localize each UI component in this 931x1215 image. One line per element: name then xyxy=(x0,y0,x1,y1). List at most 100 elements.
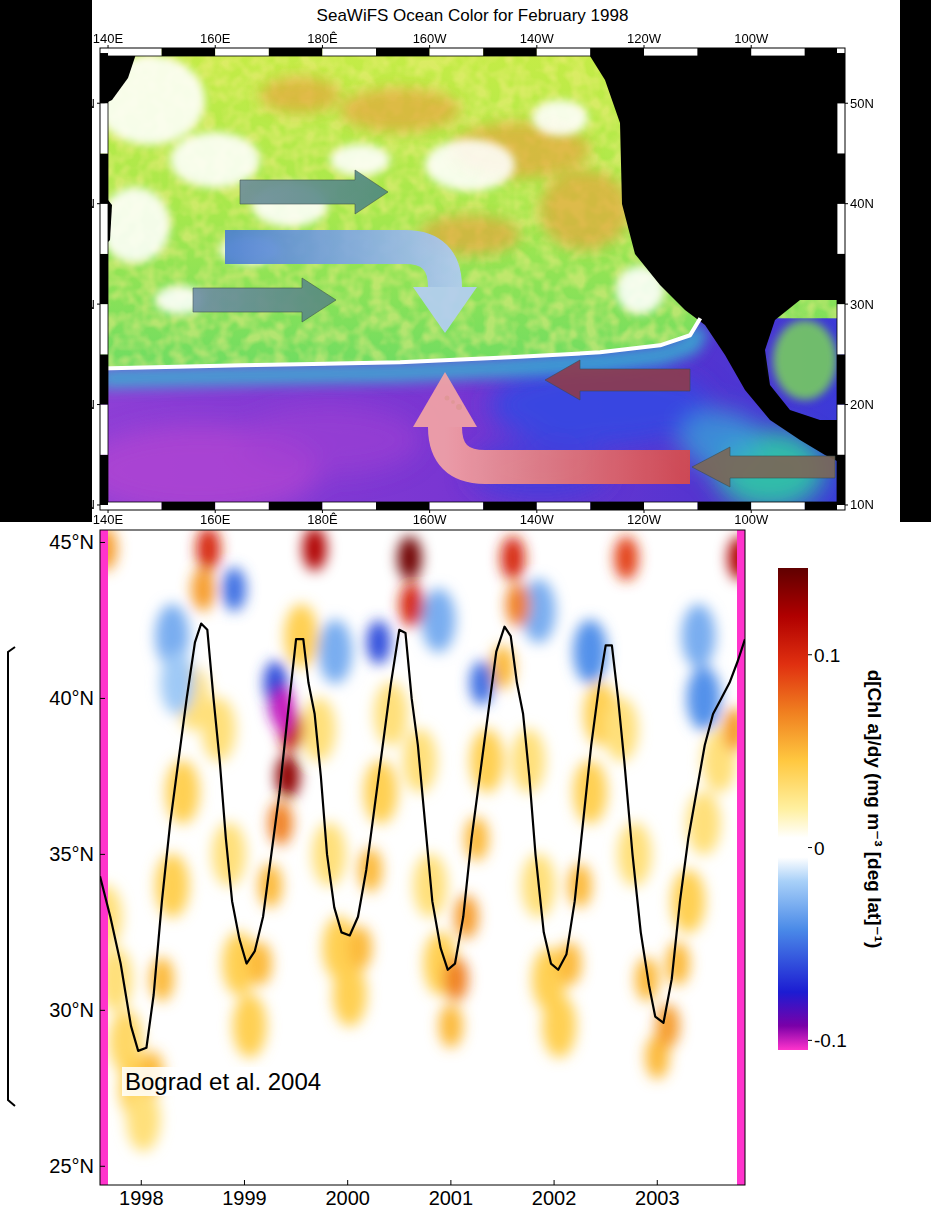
tick-label: 45°N xyxy=(49,531,94,553)
tick-label: 120W xyxy=(627,512,662,527)
frame-segment xyxy=(590,502,644,510)
frame-segment xyxy=(376,48,430,56)
orange-patch xyxy=(340,88,460,132)
tick-label: 40N xyxy=(850,196,874,211)
frame-segment xyxy=(644,48,698,56)
land xyxy=(585,48,845,465)
field-cell xyxy=(318,620,352,684)
annotation: Bograd et al. 2004 xyxy=(125,1068,321,1095)
frame-segment xyxy=(644,502,698,510)
arrows xyxy=(193,170,835,487)
tick xyxy=(100,854,105,855)
annotation-patch xyxy=(122,1067,324,1096)
field-cell xyxy=(542,994,576,1058)
tick-label: 20N xyxy=(71,397,95,412)
cloud xyxy=(170,132,260,188)
field-cell xyxy=(272,689,296,733)
tick-label: 100W xyxy=(734,512,769,527)
tick-label: 2002 xyxy=(532,1187,577,1209)
field-cell xyxy=(682,604,716,668)
frame-segment xyxy=(837,48,845,53)
field-cell xyxy=(269,801,293,845)
frame-segment xyxy=(100,204,108,254)
colorbar-tick-label: -0.1 xyxy=(814,1030,847,1051)
tick-label: 20N xyxy=(850,397,874,412)
frame-segment xyxy=(751,48,805,56)
tick xyxy=(845,404,848,405)
frame-segment xyxy=(537,502,591,510)
frame-segment xyxy=(108,48,162,56)
colorbar-tick-label: 0 xyxy=(814,838,825,859)
clouds xyxy=(100,55,664,314)
frame-segment xyxy=(837,455,845,505)
tick-label: 140W xyxy=(520,512,555,527)
field-cell xyxy=(573,760,607,824)
field-cell xyxy=(454,895,478,939)
tick-label: 140E xyxy=(93,512,124,527)
tick-label: 1999 xyxy=(222,1187,267,1209)
tick-label: 10N xyxy=(71,497,95,512)
arrow xyxy=(445,427,690,467)
tick xyxy=(97,404,100,405)
frame-segment xyxy=(430,502,484,510)
no-data-strip xyxy=(100,530,108,1185)
tick xyxy=(100,698,105,699)
field-cell xyxy=(400,583,424,627)
tick-label: 30N xyxy=(71,297,95,312)
contour-line xyxy=(100,624,745,1051)
tick xyxy=(347,1180,348,1185)
frame-segment xyxy=(215,502,269,510)
frame-segment xyxy=(100,505,108,510)
field-cell xyxy=(374,682,408,746)
frame-segment xyxy=(322,502,376,510)
tick-label: 50N xyxy=(71,96,95,111)
tick xyxy=(450,1180,451,1185)
arrow xyxy=(545,360,690,400)
frame-segment xyxy=(837,254,845,304)
cloud xyxy=(425,139,515,191)
field-cell xyxy=(568,864,592,908)
field-cell xyxy=(191,567,215,611)
field-cell xyxy=(421,588,455,652)
tick-label: 160E xyxy=(200,31,231,46)
frame-segment xyxy=(837,304,845,354)
frame-segment xyxy=(483,48,537,56)
gulf-patch xyxy=(773,320,837,400)
orange-patches xyxy=(260,77,630,255)
arrow xyxy=(240,170,388,214)
field-cell xyxy=(364,760,398,824)
field-cell xyxy=(687,666,721,730)
colorbar-tick xyxy=(808,1040,812,1041)
field-cell xyxy=(233,994,267,1058)
frame-segment xyxy=(837,505,845,510)
frame-segment xyxy=(162,48,216,56)
frame-segment xyxy=(162,502,216,510)
tick-label: 50N xyxy=(850,96,874,111)
tick-label: 2000 xyxy=(325,1187,370,1209)
frame-segment xyxy=(837,103,845,153)
field-cell xyxy=(367,620,391,664)
frame-segment xyxy=(100,48,108,53)
field-cell xyxy=(333,963,367,1027)
frame-segment xyxy=(100,53,108,103)
field-cell xyxy=(573,620,607,684)
tick-label: 180Ê xyxy=(307,512,338,527)
arrow-head xyxy=(413,372,477,427)
tick-label: 100W xyxy=(734,31,769,46)
field-cell xyxy=(358,848,382,892)
frame-segment xyxy=(100,153,108,203)
cloud xyxy=(330,144,390,176)
frame-segment xyxy=(837,153,845,203)
arrow xyxy=(225,247,445,287)
ocean-patch xyxy=(240,405,420,475)
page-background xyxy=(0,0,931,1215)
frame-segment xyxy=(483,502,537,510)
frame-segment xyxy=(698,502,752,510)
colorbar xyxy=(778,568,808,1050)
tick-label: 120W xyxy=(627,31,662,46)
tick xyxy=(845,203,848,204)
tick-label: 140W xyxy=(520,31,555,46)
map-title: SeaWiFS Ocean Color for February 1998 xyxy=(317,6,629,25)
frame-segment xyxy=(837,204,845,254)
colorbar-tick xyxy=(808,847,812,848)
